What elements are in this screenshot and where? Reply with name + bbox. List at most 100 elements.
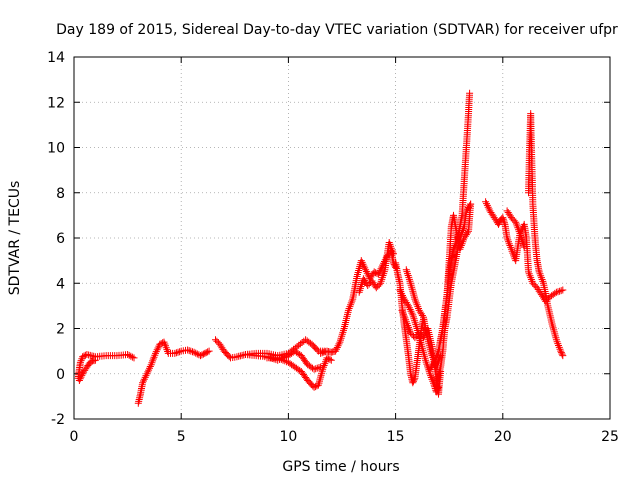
data-point-marker bbox=[281, 353, 289, 361]
data-point-marker bbox=[140, 377, 147, 385]
data-point-marker bbox=[265, 353, 273, 361]
x-tick-label: 10 bbox=[279, 429, 297, 445]
data-point-marker bbox=[466, 89, 474, 97]
data-point-marker bbox=[320, 348, 328, 356]
data-point-marker bbox=[556, 287, 564, 295]
data-point-marker bbox=[530, 281, 538, 289]
data-point-marker bbox=[310, 383, 318, 391]
data-point-marker bbox=[145, 366, 153, 374]
data-point-marker bbox=[389, 248, 397, 256]
data-point-marker bbox=[557, 349, 565, 357]
data-point-marker bbox=[412, 299, 420, 307]
data-point-marker bbox=[190, 348, 198, 356]
data-point-marker bbox=[127, 352, 135, 360]
data-point-marker bbox=[161, 340, 169, 348]
data-point-marker bbox=[358, 258, 366, 266]
x-tick-label: 15 bbox=[387, 429, 405, 445]
data-point-marker bbox=[409, 379, 417, 387]
data-point-marker bbox=[192, 349, 200, 357]
data-point-marker bbox=[418, 312, 426, 319]
x-tick-label: 0 bbox=[70, 429, 79, 445]
data-point-marker bbox=[335, 340, 343, 348]
data-point-marker bbox=[557, 347, 565, 355]
data-point-marker bbox=[499, 215, 507, 223]
data-point-marker bbox=[407, 307, 415, 315]
tick-labels: 0 5 10 15 20 25 -2 0 2 4 6 8 10 12 14 bbox=[47, 50, 619, 445]
data-point-marker bbox=[91, 356, 99, 364]
data-point-marker bbox=[405, 304, 413, 312]
data-point-marker bbox=[202, 349, 210, 357]
data-point-marker bbox=[193, 350, 201, 358]
x-tick-label: 20 bbox=[494, 429, 512, 445]
y-tick-label: 2 bbox=[56, 322, 65, 338]
y-tick-label: 0 bbox=[56, 367, 65, 383]
data-point-marker bbox=[152, 349, 159, 357]
data-point-marker bbox=[467, 200, 475, 208]
data-point-marker bbox=[390, 250, 397, 258]
x-tick-label: 5 bbox=[177, 429, 186, 445]
data-point-marker bbox=[405, 325, 413, 333]
data-point-marker bbox=[484, 203, 492, 211]
data-point-marker bbox=[171, 349, 179, 357]
data-point-marker bbox=[505, 240, 513, 248]
data-point-marker bbox=[332, 347, 340, 355]
data-point-marker bbox=[400, 312, 408, 320]
data-point-marker bbox=[398, 290, 406, 298]
data-point-marker bbox=[78, 371, 86, 379]
data-point-marker bbox=[176, 348, 184, 356]
data-point-marker bbox=[212, 336, 219, 344]
data-point-marker bbox=[332, 345, 340, 353]
data-point-marker bbox=[128, 353, 136, 361]
data-point-marker bbox=[374, 270, 382, 278]
data-point-marker bbox=[313, 346, 321, 354]
data-points bbox=[74, 89, 567, 407]
data-point-marker bbox=[552, 288, 560, 296]
data-point-marker bbox=[324, 355, 332, 363]
data-point-marker bbox=[174, 348, 182, 356]
data-point-marker bbox=[520, 243, 528, 251]
data-point-marker bbox=[76, 375, 84, 383]
data-point-marker bbox=[457, 242, 465, 249]
data-point-marker bbox=[153, 346, 161, 354]
y-tick-label: 8 bbox=[56, 186, 65, 202]
data-point-marker bbox=[75, 377, 83, 384]
data-point-marker bbox=[551, 289, 559, 297]
data-point-marker bbox=[429, 360, 437, 368]
data-point-marker bbox=[140, 375, 148, 383]
data-point-marker bbox=[333, 344, 341, 351]
data-point-marker bbox=[149, 355, 157, 363]
data-point-marker bbox=[558, 350, 566, 358]
data-point-marker bbox=[77, 373, 85, 381]
data-point-marker bbox=[495, 220, 502, 228]
data-point-marker bbox=[483, 200, 490, 208]
data-point-marker bbox=[198, 351, 206, 359]
data-point-marker bbox=[267, 354, 274, 362]
y-tick-label: 6 bbox=[56, 231, 65, 247]
data-point-marker bbox=[458, 228, 466, 236]
data-point-marker bbox=[557, 287, 565, 295]
data-point-marker bbox=[410, 377, 417, 385]
data-point-marker bbox=[124, 351, 132, 358]
data-point-marker bbox=[512, 218, 520, 226]
chart-title: Day 189 of 2015, Sidereal Day-to-day VTE… bbox=[56, 22, 618, 38]
data-point-marker bbox=[559, 352, 567, 360]
data-point-marker bbox=[421, 330, 429, 338]
data-point-marker bbox=[76, 358, 84, 366]
data-point-marker bbox=[279, 354, 287, 362]
y-axis-label: SDTVAR / TECUs bbox=[7, 181, 23, 296]
data-point-marker bbox=[205, 347, 213, 355]
data-point-marker bbox=[213, 337, 221, 345]
data-point-marker bbox=[184, 346, 192, 354]
data-point-marker bbox=[130, 354, 138, 362]
data-point-marker bbox=[529, 279, 537, 287]
data-point-marker bbox=[225, 353, 233, 361]
data-point-marker bbox=[376, 267, 384, 275]
data-point-marker bbox=[125, 351, 133, 359]
data-point-marker bbox=[144, 368, 152, 376]
data-point-marker bbox=[406, 306, 414, 313]
y-tick-label: -2 bbox=[51, 412, 65, 428]
data-point-marker bbox=[277, 355, 285, 363]
data-point-marker bbox=[317, 349, 325, 357]
data-point-marker bbox=[372, 284, 380, 292]
data-point-marker bbox=[362, 268, 370, 275]
